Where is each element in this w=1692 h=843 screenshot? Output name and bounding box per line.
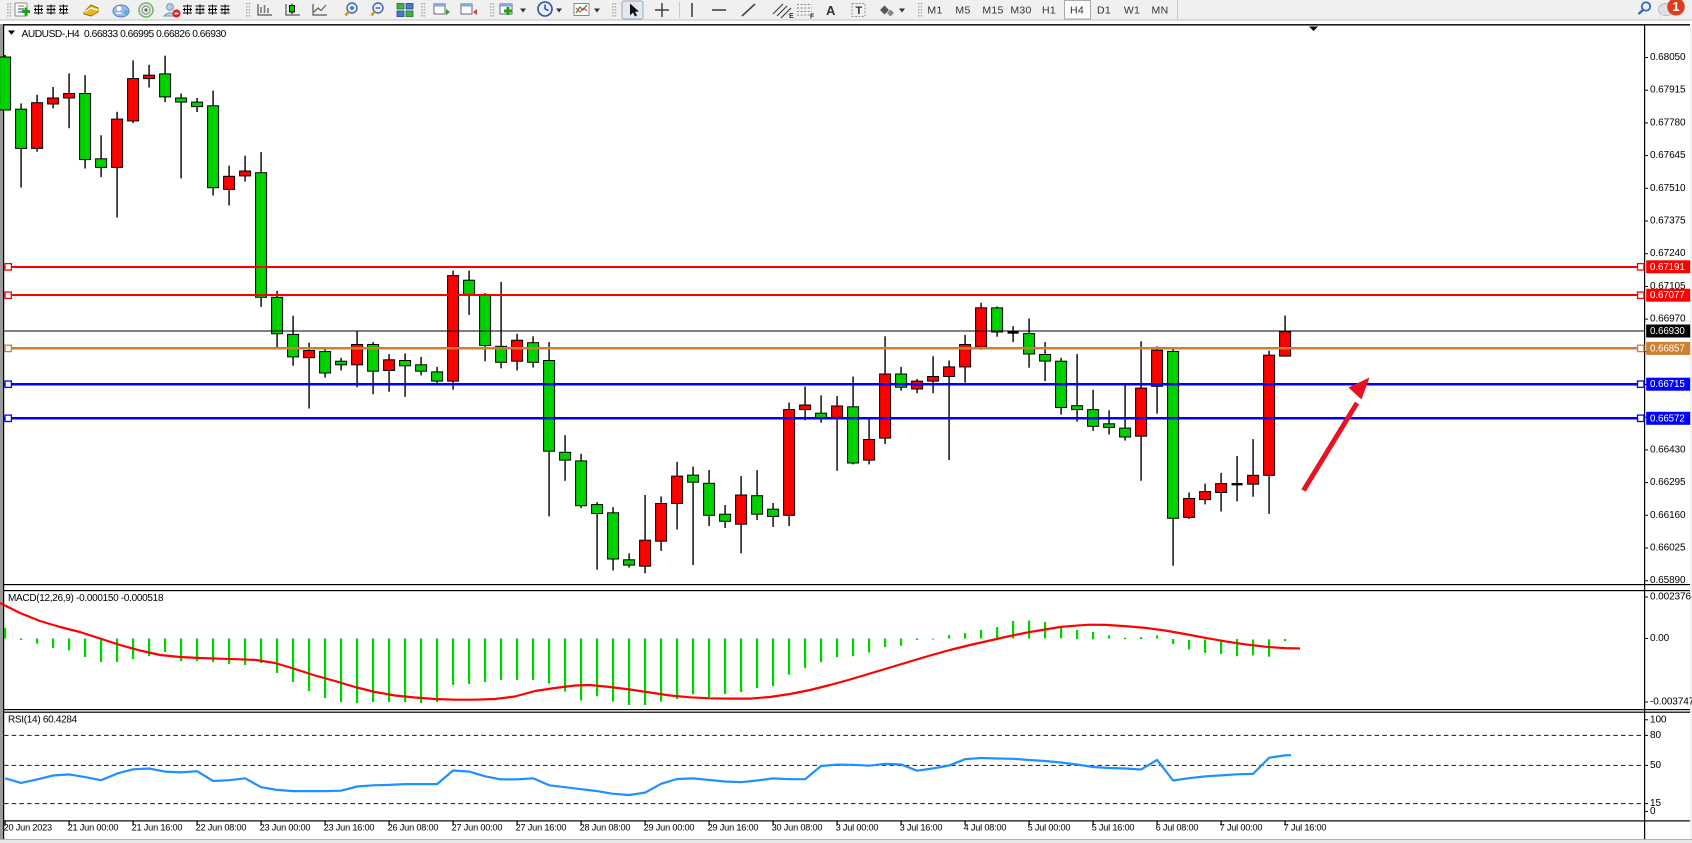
svg-text:0.65890: 0.65890 <box>1650 575 1686 586</box>
svg-text:M30: M30 <box>1010 5 1031 17</box>
svg-text:M5: M5 <box>955 5 970 17</box>
svg-text:5 Jul 00:00: 5 Jul 00:00 <box>1028 823 1071 833</box>
svg-text:0.67240: 0.67240 <box>1650 248 1686 259</box>
svg-text:0.68050: 0.68050 <box>1650 52 1686 63</box>
svg-text:0.66857: 0.66857 <box>1650 343 1685 354</box>
svg-text:H4: H4 <box>1070 5 1084 17</box>
svg-text:27 Jun 00:00: 27 Jun 00:00 <box>452 823 503 833</box>
svg-text:28 Jun 08:00: 28 Jun 08:00 <box>580 823 631 833</box>
svg-text:26 Jun 08:00: 26 Jun 08:00 <box>388 823 439 833</box>
svg-text:50: 50 <box>1650 760 1661 771</box>
svg-text:D1: D1 <box>1097 5 1111 17</box>
svg-text:0: 0 <box>1650 806 1656 817</box>
svg-text:15: 15 <box>1650 798 1661 809</box>
svg-text:W1: W1 <box>1124 5 1140 17</box>
svg-text:6 Jul 08:00: 6 Jul 08:00 <box>1156 823 1199 833</box>
svg-text:22 Jun 08:00: 22 Jun 08:00 <box>196 823 247 833</box>
svg-text:30 Jun 08:00: 30 Jun 08:00 <box>772 823 823 833</box>
svg-text:0.66295: 0.66295 <box>1650 477 1686 488</box>
svg-text:0.67077: 0.67077 <box>1650 290 1685 301</box>
svg-text:29 Jun 00:00: 29 Jun 00:00 <box>644 823 695 833</box>
svg-text:0.66025: 0.66025 <box>1650 543 1686 554</box>
svg-text:23 Jun 00:00: 23 Jun 00:00 <box>260 823 311 833</box>
svg-text:-0.003747: -0.003747 <box>1650 697 1692 708</box>
svg-text:4 Jul 08:00: 4 Jul 08:00 <box>964 823 1007 833</box>
svg-text:23 Jun 16:00: 23 Jun 16:00 <box>324 823 375 833</box>
svg-text:0.67510: 0.67510 <box>1650 183 1686 194</box>
svg-text:H1: H1 <box>1042 5 1056 17</box>
svg-text:0.67375: 0.67375 <box>1650 216 1686 227</box>
svg-text:80: 80 <box>1650 730 1661 741</box>
svg-text:0.002376: 0.002376 <box>1650 592 1691 603</box>
svg-text:M1: M1 <box>927 5 942 17</box>
svg-text:3 Jul 16:00: 3 Jul 16:00 <box>900 823 943 833</box>
svg-text:1: 1 <box>1672 0 1679 14</box>
svg-text:0.66930: 0.66930 <box>1650 326 1685 337</box>
svg-text:5 Jul 16:00: 5 Jul 16:00 <box>1092 823 1135 833</box>
svg-text:0.67780: 0.67780 <box>1650 117 1686 128</box>
svg-text:27 Jun 16:00: 27 Jun 16:00 <box>516 823 567 833</box>
svg-text:3 Jul 00:00: 3 Jul 00:00 <box>836 823 879 833</box>
svg-text:E: E <box>789 13 794 20</box>
svg-text:M15: M15 <box>982 5 1003 17</box>
svg-text:0.00: 0.00 <box>1650 633 1670 644</box>
svg-text:0.66572: 0.66572 <box>1650 413 1685 424</box>
svg-text:20 Jun 2023: 20 Jun 2023 <box>4 823 52 833</box>
svg-text:MN: MN <box>1152 5 1169 17</box>
svg-text:T: T <box>856 5 863 17</box>
svg-text:F: F <box>810 14 815 21</box>
svg-text:0.66430: 0.66430 <box>1650 444 1686 455</box>
svg-text:21 Jun 16:00: 21 Jun 16:00 <box>132 823 183 833</box>
svg-text:0.67105: 0.67105 <box>1650 281 1686 292</box>
svg-text:0.67191: 0.67191 <box>1650 262 1685 273</box>
svg-text:7 Jul 16:00: 7 Jul 16:00 <box>1284 823 1327 833</box>
svg-text:21 Jun 00:00: 21 Jun 00:00 <box>68 823 119 833</box>
svg-text:A: A <box>826 3 836 18</box>
svg-text:0.66715: 0.66715 <box>1650 379 1685 390</box>
svg-text:0.67915: 0.67915 <box>1650 85 1686 96</box>
svg-text:AUDUSD-,H4 0.66833 0.66995 0.: AUDUSD-,H4 0.66833 0.66995 0.66826 0.669… <box>22 29 227 40</box>
svg-text:100: 100 <box>1650 714 1667 725</box>
svg-text:7 Jul 00:00: 7 Jul 00:00 <box>1220 823 1263 833</box>
svg-text:MACD(12,26,9) -0.000150 -0.000: MACD(12,26,9) -0.000150 -0.000518 <box>8 593 164 604</box>
svg-text:RSI(14) 60.4284: RSI(14) 60.4284 <box>8 715 78 726</box>
svg-text:0.67645: 0.67645 <box>1650 150 1686 161</box>
svg-text:29 Jun 16:00: 29 Jun 16:00 <box>708 823 759 833</box>
svg-text:0.66160: 0.66160 <box>1650 510 1686 521</box>
svg-text:0.66970: 0.66970 <box>1650 314 1686 325</box>
